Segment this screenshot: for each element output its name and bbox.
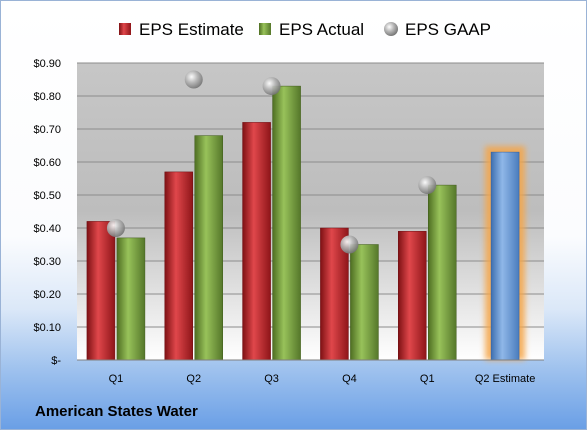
y-tick-label: $0.20 <box>33 289 61 301</box>
y-tick-label: $0.30 <box>33 256 61 268</box>
marker-eps-gaap <box>340 235 359 254</box>
x-tick-label: Q1 <box>420 373 435 385</box>
y-tick-label: $0.90 <box>33 58 61 70</box>
legend-swatch-eps-estimate <box>119 23 131 35</box>
y-axis-tick-labels: $- $0.10 $0.20 $0.30 $0.40 $0.50 $0.60 $0.70 $0.… <box>33 58 61 367</box>
bar-eps-estimate <box>242 122 271 361</box>
company-name: American States Water <box>35 403 198 420</box>
x-tick-label: Q4 <box>342 373 357 385</box>
marker-eps-gaap <box>418 176 437 195</box>
y-tick-label: $0.40 <box>33 223 61 235</box>
x-tick-label: Q2 Estimate <box>475 373 536 385</box>
y-tick-label: $- <box>51 355 61 367</box>
y-tick-label: $0.10 <box>33 322 61 334</box>
legend: EPS Estimate EPS Actual EPS GAAP <box>119 20 491 39</box>
bar-eps-actual <box>272 85 301 361</box>
bar-eps-estimate <box>86 221 116 361</box>
plot-area <box>77 63 544 360</box>
bars <box>86 85 526 361</box>
bar-eps-actual <box>194 135 223 361</box>
y-tick-label: $0.60 <box>33 157 61 169</box>
x-axis-tick-labels: Q1 Q2 Q3 Q4 Q1 Q2 Estimate <box>109 373 536 385</box>
legend-label: EPS GAAP <box>405 20 491 39</box>
bar-eps-estimate <box>164 171 193 361</box>
gridlines <box>77 62 544 328</box>
x-tick-label: Q1 <box>109 373 124 385</box>
legend-label: EPS Estimate <box>139 20 244 39</box>
gaap-markers <box>106 70 437 254</box>
marker-eps-gaap <box>184 70 203 89</box>
y-tick-label: $0.70 <box>33 124 61 136</box>
legend-label: EPS Actual <box>279 20 364 39</box>
x-tick-label: Q2 <box>186 373 201 385</box>
legend-swatch-eps-actual <box>259 23 271 35</box>
bar-eps-actual <box>116 237 146 361</box>
marker-eps-gaap <box>262 77 281 96</box>
y-tick-label: $0.50 <box>33 190 61 202</box>
x-tick-label: Q3 <box>264 373 279 385</box>
bar-eps-actual <box>428 184 457 361</box>
y-tick-label: $0.80 <box>33 91 61 103</box>
marker-eps-gaap <box>106 219 125 237</box>
bar-eps-forecast <box>490 151 520 361</box>
bar-eps-estimate <box>398 231 427 361</box>
bar-eps-actual <box>350 244 379 361</box>
legend-swatch-eps-gaap <box>384 22 398 36</box>
